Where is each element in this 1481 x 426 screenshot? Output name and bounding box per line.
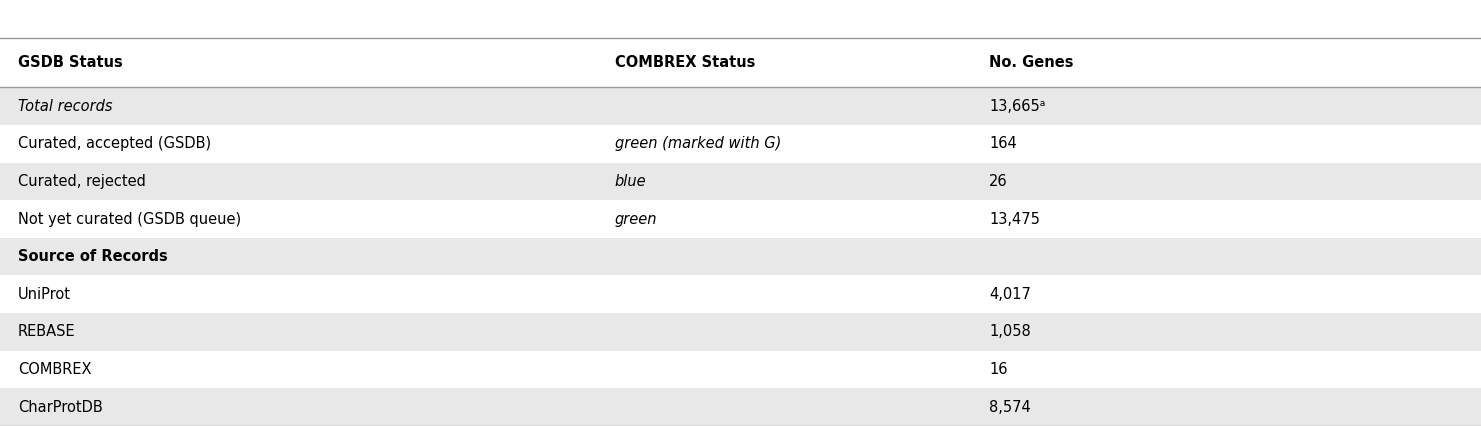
Text: COMBREX Status: COMBREX Status bbox=[615, 55, 755, 70]
Text: 26: 26 bbox=[989, 174, 1009, 189]
Text: 1,058: 1,058 bbox=[989, 325, 1031, 340]
Text: blue: blue bbox=[615, 174, 646, 189]
Bar bbox=[0, 163, 1481, 200]
Bar bbox=[0, 38, 1481, 87]
Bar bbox=[0, 200, 1481, 238]
Text: green (marked with G): green (marked with G) bbox=[615, 136, 780, 151]
Text: Source of Records: Source of Records bbox=[18, 249, 167, 264]
Text: 13,665ᵃ: 13,665ᵃ bbox=[989, 99, 1046, 114]
Bar bbox=[0, 87, 1481, 125]
Text: CharProtDB: CharProtDB bbox=[18, 400, 102, 414]
Bar bbox=[0, 125, 1481, 163]
Text: Total records: Total records bbox=[18, 99, 113, 114]
Text: 8,574: 8,574 bbox=[989, 400, 1031, 414]
Text: 13,475: 13,475 bbox=[989, 212, 1040, 227]
Bar bbox=[0, 313, 1481, 351]
Text: GSDB Status: GSDB Status bbox=[18, 55, 123, 70]
Text: 16: 16 bbox=[989, 362, 1007, 377]
Text: 4,017: 4,017 bbox=[989, 287, 1031, 302]
Text: 164: 164 bbox=[989, 136, 1017, 151]
Text: Curated, accepted (GSDB): Curated, accepted (GSDB) bbox=[18, 136, 210, 151]
Text: No. Genes: No. Genes bbox=[989, 55, 1074, 70]
Text: UniProt: UniProt bbox=[18, 287, 71, 302]
Bar bbox=[0, 238, 1481, 276]
Text: Curated, rejected: Curated, rejected bbox=[18, 174, 145, 189]
Bar bbox=[0, 389, 1481, 426]
Bar bbox=[0, 351, 1481, 389]
Text: Not yet curated (GSDB queue): Not yet curated (GSDB queue) bbox=[18, 212, 241, 227]
Text: green: green bbox=[615, 212, 658, 227]
Text: REBASE: REBASE bbox=[18, 325, 76, 340]
Bar bbox=[0, 276, 1481, 313]
Text: COMBREX: COMBREX bbox=[18, 362, 92, 377]
